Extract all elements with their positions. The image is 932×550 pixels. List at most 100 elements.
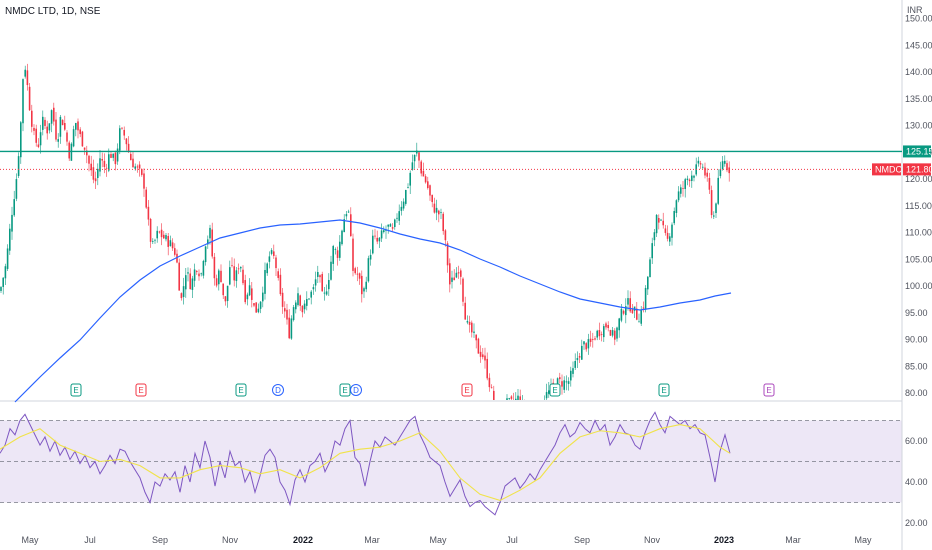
candle-body xyxy=(660,219,662,221)
candle-body xyxy=(420,161,422,174)
price-tick-label: 110.00 xyxy=(905,228,932,238)
candle-body xyxy=(669,236,671,242)
candle-body xyxy=(444,230,447,241)
candle-body xyxy=(167,236,169,247)
candle-body xyxy=(374,235,376,237)
event-marker[interactable]: E xyxy=(461,383,473,397)
candle-body xyxy=(455,272,458,278)
candle-body xyxy=(218,270,220,285)
candle-body xyxy=(691,175,693,181)
candle-body xyxy=(356,273,359,275)
candle-body xyxy=(680,187,682,194)
event-marker[interactable]: E xyxy=(763,383,775,397)
candle-body xyxy=(427,181,429,189)
candle-body xyxy=(200,273,202,275)
candle-body xyxy=(479,351,482,357)
candle-body xyxy=(213,256,216,279)
candle-body xyxy=(268,256,271,262)
event-marker[interactable]: D xyxy=(350,384,362,396)
candle-body xyxy=(726,163,728,171)
event-marker[interactable]: D xyxy=(272,384,284,396)
candle-body xyxy=(103,160,106,167)
candle-body xyxy=(37,144,40,148)
candle-body xyxy=(339,241,341,258)
price-axis[interactable]: 80.00 85.00 90.00 95.00 100.00 105.00 110.00 11… xyxy=(905,14,932,399)
price-tick-label: 135.00 xyxy=(905,94,932,104)
candle-body xyxy=(312,287,315,290)
price-tick-label: 80.00 xyxy=(905,388,928,398)
time-axis[interactable]: May Jul Sep Nov 2022 Mar May Jul Sep Nov 2023 Mar Ma… xyxy=(21,535,872,545)
candle-body xyxy=(699,163,702,165)
candle-body xyxy=(625,306,627,316)
candle-body xyxy=(640,310,642,324)
candle-body xyxy=(622,310,625,314)
candle-body xyxy=(220,270,222,283)
candle-body xyxy=(317,272,319,277)
rsi-tick-label: 20.00 xyxy=(905,518,928,528)
event-marker[interactable]: E xyxy=(339,383,351,397)
candle-body xyxy=(587,339,590,349)
time-tick-label: May xyxy=(21,535,39,545)
candle-body xyxy=(86,150,88,156)
event-marker[interactable]: E xyxy=(549,383,561,397)
candle-body xyxy=(600,334,603,335)
candle-body xyxy=(347,211,350,213)
earnings-icon xyxy=(135,383,147,397)
earnings-icon xyxy=(235,383,247,397)
symbol-name: NMDC xyxy=(875,164,902,174)
event-marker[interactable]: E xyxy=(235,383,247,397)
candle-body xyxy=(303,303,306,310)
candle-body xyxy=(314,279,317,286)
price-tick-label: 130.00 xyxy=(905,121,932,131)
candle-body xyxy=(207,239,209,245)
candle-body xyxy=(6,248,9,269)
event-marker[interactable]: E xyxy=(658,383,670,397)
candle-body xyxy=(171,242,174,249)
candle-body xyxy=(81,131,84,147)
candle-body xyxy=(482,354,484,358)
candle-body xyxy=(325,291,328,295)
candle-body xyxy=(55,119,57,140)
rsi-axis[interactable]: 20.00 40.00 60.00 xyxy=(905,436,928,528)
candle-body xyxy=(26,70,29,86)
candle-body xyxy=(156,230,158,239)
event-marker[interactable]: E xyxy=(70,383,82,397)
time-tick-label: 2023 xyxy=(714,535,734,545)
candle-body xyxy=(435,207,438,213)
candle-body xyxy=(182,286,185,297)
event-marker[interactable]: E xyxy=(135,383,147,397)
candle-body xyxy=(581,345,583,360)
candle-body xyxy=(242,269,244,284)
event-label: E xyxy=(464,386,469,395)
price-tick-label: 90.00 xyxy=(905,335,928,345)
candle-body xyxy=(15,179,18,199)
candle-body xyxy=(77,121,79,131)
candle-body xyxy=(138,164,141,169)
candle-body xyxy=(277,271,279,278)
price-tick-label: 105.00 xyxy=(905,254,932,264)
candle-body xyxy=(270,250,273,254)
candle-body xyxy=(682,188,684,189)
candle-body xyxy=(334,249,337,250)
candle-body xyxy=(88,155,90,164)
candle-body xyxy=(44,119,46,126)
candle-body xyxy=(644,288,647,310)
candle-body xyxy=(721,161,724,170)
candle-body xyxy=(336,250,339,258)
candle-body xyxy=(376,237,378,242)
candle-body xyxy=(132,158,134,168)
candle-body xyxy=(422,170,425,177)
candle-body xyxy=(75,122,77,130)
candle-body xyxy=(477,338,480,354)
candle-body xyxy=(697,160,700,164)
candle-body xyxy=(215,278,218,286)
candle-body xyxy=(101,159,103,161)
candle-body xyxy=(391,227,394,229)
candle-body xyxy=(411,162,414,170)
candle-body xyxy=(589,338,592,342)
candle-body xyxy=(559,377,561,380)
candle-body xyxy=(561,381,563,387)
candle-body xyxy=(251,288,253,300)
candle-body xyxy=(39,132,42,146)
currency-label: INR xyxy=(907,5,923,15)
